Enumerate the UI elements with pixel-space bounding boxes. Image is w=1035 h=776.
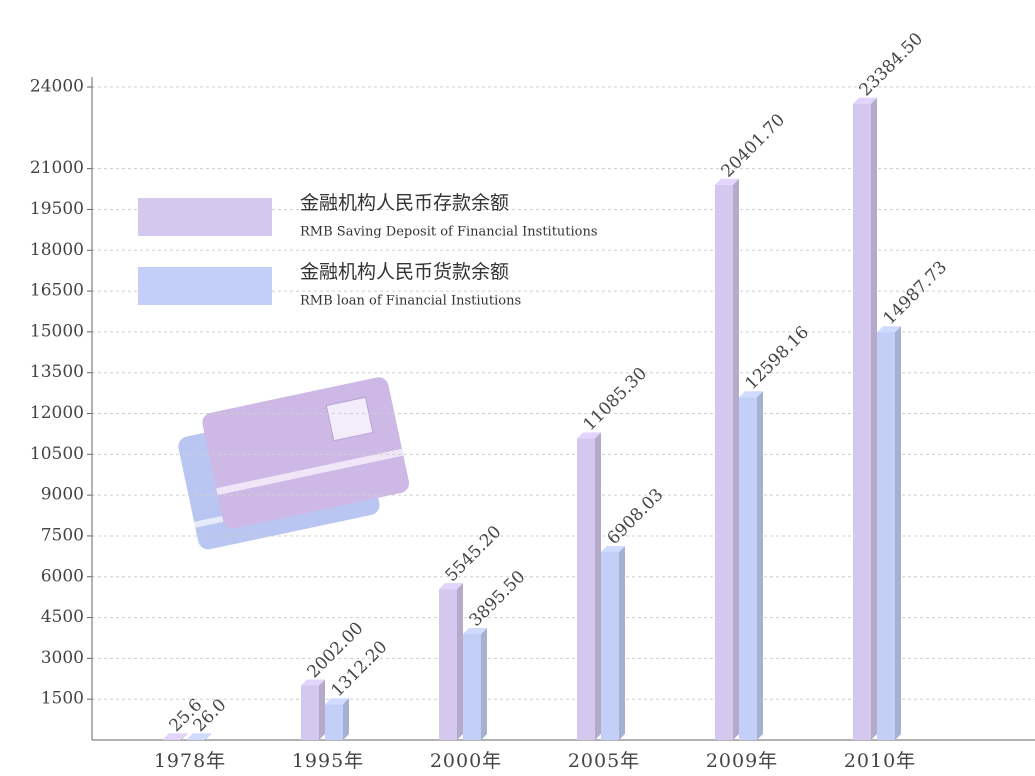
legend-swatch	[138, 198, 272, 236]
bar-top	[301, 679, 325, 686]
bar-side	[871, 97, 877, 741]
value-label: 12598.16	[742, 322, 814, 394]
value-label: 20401.70	[718, 110, 790, 182]
value-label: 23384.50	[856, 29, 928, 101]
bar-side	[205, 733, 211, 740]
legend-label: 金融机构人民币存款余额	[300, 192, 509, 214]
x-tick-label: 2010年	[844, 750, 916, 772]
y-tick-label: 15000	[30, 321, 84, 341]
bar-side	[181, 733, 187, 740]
y-tick-label: 7500	[41, 525, 84, 545]
x-tick-label: 2000年	[430, 750, 502, 772]
bar-top	[187, 733, 211, 740]
bar-side	[595, 432, 601, 740]
card-illustration	[178, 377, 410, 550]
bar-side	[319, 679, 325, 740]
y-tick-label: 18000	[30, 240, 84, 260]
bar-top	[463, 628, 487, 635]
bar-side	[619, 546, 625, 740]
bar	[739, 397, 757, 740]
bar-top	[163, 733, 187, 740]
y-tick-label: 13500	[30, 362, 84, 382]
bar	[577, 438, 595, 740]
bar-top	[439, 583, 463, 590]
bar-top	[577, 432, 601, 439]
bar	[853, 103, 871, 741]
value-label: 3895.50	[466, 567, 530, 631]
bar-side	[481, 628, 487, 740]
bar	[301, 685, 319, 740]
y-tick-label: 9000	[41, 485, 84, 505]
bar	[877, 332, 895, 740]
bar-side	[757, 391, 763, 740]
y-tick-label: 21000	[30, 158, 84, 178]
bar-top	[739, 391, 763, 398]
bar	[439, 589, 457, 740]
bar-top	[325, 698, 349, 705]
bar	[163, 739, 181, 740]
bar-side	[343, 698, 349, 740]
value-label: 6908.03	[604, 485, 668, 549]
y-tick-label: 16500	[30, 281, 84, 301]
y-tick-label: 19500	[30, 199, 84, 219]
legend-label-en: RMB loan of Financial Instiutions	[300, 294, 521, 309]
bar-side	[895, 326, 901, 740]
y-tick-label: 12000	[30, 403, 84, 423]
bar-top	[601, 546, 625, 553]
value-label: 11085.30	[580, 364, 652, 436]
bar-side	[457, 583, 463, 740]
y-tick-label: 4500	[41, 607, 84, 627]
bar	[715, 184, 733, 740]
bar-side	[733, 178, 739, 740]
bar-top	[715, 178, 739, 185]
bar	[463, 634, 481, 740]
y-tick-label: 6000	[41, 566, 84, 586]
bar-top	[877, 326, 901, 333]
x-tick-label: 1995年	[292, 750, 364, 772]
legend-swatch	[138, 267, 272, 305]
y-tick-label: 1500	[41, 689, 84, 709]
y-tick-label: 10500	[30, 444, 84, 464]
y-tick-label: 3000	[41, 648, 84, 668]
x-tick-label: 2009年	[706, 750, 778, 772]
bar-top	[853, 97, 877, 104]
x-tick-label: 1978年	[154, 750, 226, 772]
bar	[325, 704, 343, 740]
bar	[601, 552, 619, 740]
legend-label-en: RMB Saving Deposit of Financial Institut…	[300, 225, 598, 240]
x-tick-label: 2005年	[568, 750, 640, 772]
value-label: 14987.73	[880, 257, 952, 329]
y-tick-label: 24000	[30, 77, 84, 97]
legend-label: 金融机构人民币货款余额	[300, 261, 509, 283]
bar	[187, 739, 205, 740]
